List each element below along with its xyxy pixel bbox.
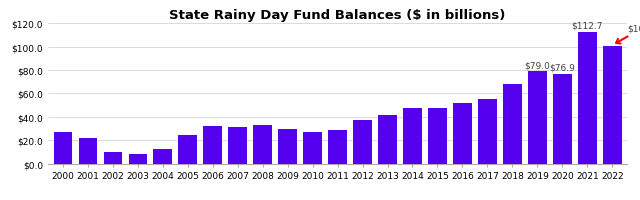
Bar bbox=[378, 115, 397, 164]
Bar bbox=[278, 130, 297, 164]
Title: State Rainy Day Fund Balances ($ in billions): State Rainy Day Fund Balances ($ in bill… bbox=[170, 9, 506, 21]
Bar bbox=[228, 127, 247, 164]
Bar bbox=[428, 108, 447, 164]
Bar bbox=[179, 135, 197, 164]
Bar bbox=[453, 103, 472, 164]
Bar bbox=[328, 130, 347, 164]
Bar bbox=[603, 47, 621, 164]
Bar bbox=[528, 72, 547, 164]
Bar bbox=[204, 127, 222, 164]
Bar bbox=[403, 108, 422, 164]
Bar bbox=[154, 149, 172, 164]
Bar bbox=[578, 33, 596, 164]
Text: $76.9: $76.9 bbox=[549, 64, 575, 73]
Bar bbox=[478, 100, 497, 164]
Bar bbox=[104, 152, 122, 164]
Bar bbox=[553, 74, 572, 164]
Bar bbox=[54, 132, 72, 164]
Bar bbox=[79, 138, 97, 164]
Bar bbox=[253, 125, 272, 164]
Text: $100.2: $100.2 bbox=[616, 24, 640, 44]
Bar bbox=[353, 120, 372, 164]
Text: $112.7: $112.7 bbox=[572, 22, 603, 31]
Bar bbox=[303, 132, 322, 164]
Bar bbox=[129, 155, 147, 164]
Bar bbox=[503, 85, 522, 164]
Text: $79.0: $79.0 bbox=[524, 61, 550, 70]
